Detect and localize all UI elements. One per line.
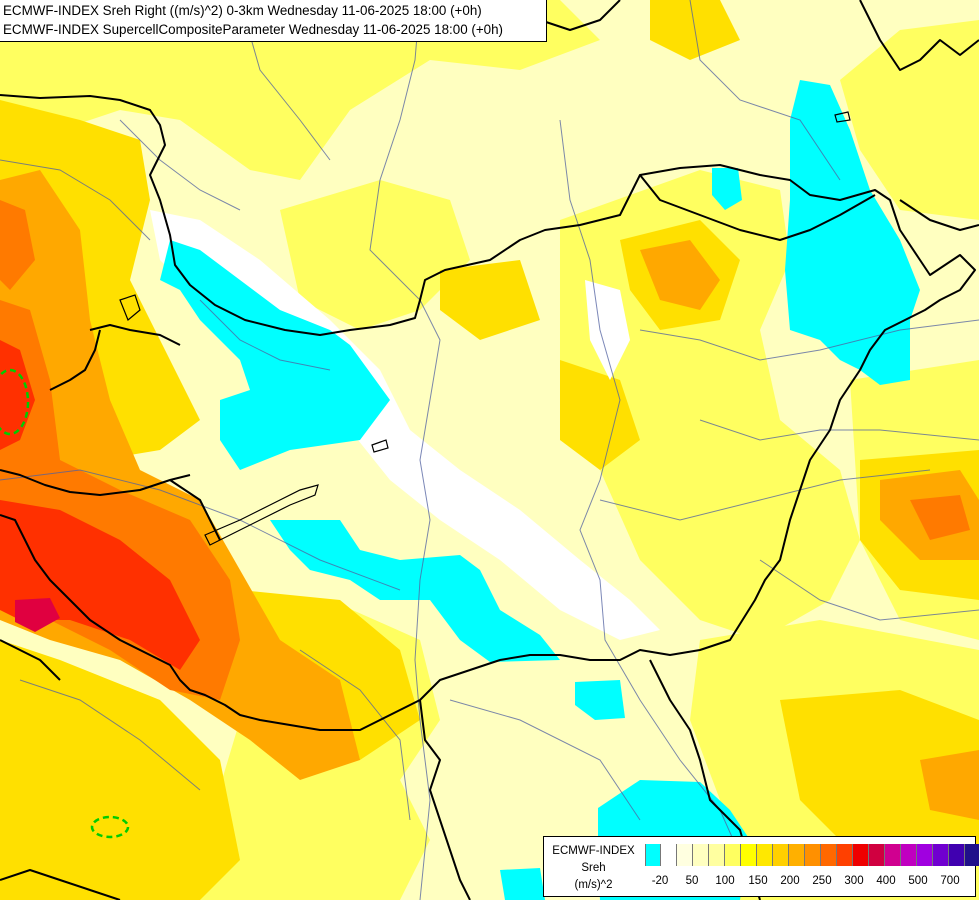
legend-swatch [853,844,869,866]
legend-swatch [837,844,853,866]
shade-red [0,340,200,670]
legend-swatch [885,844,901,866]
legend-swatch [821,844,837,866]
title-supercell: ECMWF-INDEX SupercellCompositeParameter … [3,22,504,37]
legend-swatch [773,844,789,866]
legend-swatch [805,844,821,866]
color-legend: ECMWF-INDEX Sreh (m/s)^2 -20 50 100 150 200 2… [543,836,979,897]
supercell-contours [0,368,130,839]
lakes [119,111,851,546]
legend-tick-label: 700 [940,875,960,887]
legend-tick-label: 100 [715,875,735,887]
legend-tick-label: -20 [651,875,669,887]
legend-swatch [677,844,693,866]
legend-tick-label: 500 [908,875,928,887]
legend-tick-label: 250 [812,875,832,887]
legend-swatch [949,844,965,866]
legend-tick-label: 50 [685,875,699,887]
legend-title-unit: (m/s)^2 [574,879,613,891]
scp-contour-west [0,368,30,436]
legend-title-parameter: Sreh [581,862,606,874]
legend-tick-label: 150 [748,875,768,887]
shade-magenta [15,598,60,632]
legend-title-model: ECMWF-INDEX [552,845,635,857]
legend-swatch [917,844,933,866]
map-title-box: ECMWF-INDEX Sreh Right ((m/s)^2) 0-3km W… [0,0,547,42]
scp-contour-southwest [90,815,130,839]
legend-swatch [933,844,949,866]
legend-tick-label: 300 [844,875,864,887]
legend-swatch [965,844,979,866]
legend-color-scale [645,844,979,866]
legend-swatch [693,844,709,866]
legend-swatch [741,844,757,866]
legend-swatch [757,844,773,866]
legend-swatch [725,844,741,866]
legend-swatch [789,844,805,866]
legend-swatch [901,844,917,866]
legend-swatch [869,844,885,866]
title-sreh: ECMWF-INDEX Sreh Right ((m/s)^2) 0-3km W… [3,3,482,18]
legend-swatch [661,844,677,866]
legend-swatch [709,844,725,866]
shade-cyan [160,80,920,900]
legend-swatch [645,844,661,866]
legend-tick-label: 400 [876,875,896,887]
legend-tick-label: 200 [780,875,800,887]
